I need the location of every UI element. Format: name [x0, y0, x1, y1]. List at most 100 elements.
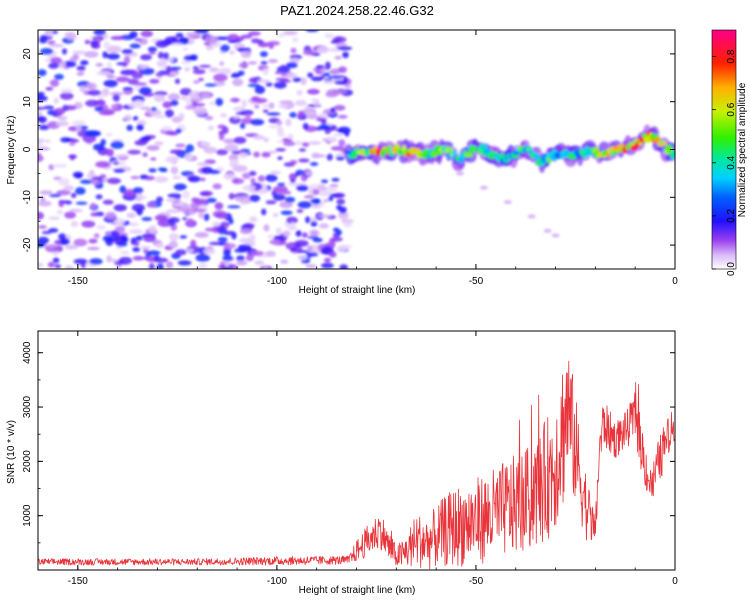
- noise-blob: [118, 232, 129, 236]
- noise-blob: [140, 30, 153, 38]
- noise-blob: [311, 198, 321, 205]
- noise-blob: [142, 234, 157, 243]
- noise-blob: [131, 203, 145, 212]
- noise-blob: [140, 106, 151, 110]
- noise-blob: [229, 97, 241, 103]
- noise-blob: [114, 226, 126, 233]
- noise-blob: [167, 93, 180, 101]
- noise-blob: [273, 193, 286, 201]
- noise-blob: [73, 238, 88, 247]
- noise-blob: [248, 77, 260, 84]
- noise-blob: [102, 51, 108, 59]
- noise-blob: [266, 112, 281, 116]
- noise-blob: [257, 79, 271, 84]
- noise-blob: [76, 65, 86, 71]
- noise-blob: [223, 243, 237, 249]
- noise-blob: [148, 168, 157, 173]
- noise-blob: [324, 33, 334, 39]
- noise-blob: [285, 118, 292, 127]
- noise-blob: [305, 216, 311, 224]
- noise-blob: [175, 143, 186, 148]
- noise-blob: [155, 72, 164, 77]
- noise-blob: [48, 228, 59, 233]
- noise-blob: [90, 212, 99, 217]
- noise-blob: [106, 132, 113, 137]
- noise-blob: [93, 233, 100, 239]
- noise-blob: [38, 211, 45, 220]
- noise-blob: [185, 98, 192, 106]
- noise-blob: [167, 209, 177, 213]
- noise-blob: [261, 208, 267, 216]
- noise-blob: [53, 97, 60, 105]
- noise-blob: [79, 85, 87, 93]
- noise-blob: [185, 32, 201, 37]
- noise-blob: [169, 72, 180, 76]
- noise-blob: [316, 185, 327, 192]
- noise-blob: [169, 149, 185, 154]
- noise-blob: [206, 197, 217, 203]
- noise-blob: [249, 194, 261, 202]
- noise-blob: [126, 212, 136, 218]
- noise-blob: [290, 222, 296, 229]
- noise-blob: [204, 83, 218, 87]
- noise-blob: [91, 176, 104, 180]
- noise-blob: [200, 92, 211, 98]
- noise-blob: [50, 44, 64, 48]
- noise-blob: [245, 254, 254, 262]
- noise-blob: [106, 177, 121, 185]
- noise-blob: [217, 213, 228, 219]
- noise-blob: [126, 124, 133, 131]
- noise-blob: [149, 78, 160, 84]
- noise-blob: [142, 152, 148, 157]
- noise-blob: [79, 179, 94, 184]
- noise-blob: [106, 148, 114, 157]
- noise-blob: [204, 227, 219, 232]
- noise-blob: [336, 245, 348, 253]
- noise-blob: [218, 132, 225, 141]
- noise-blob: [173, 202, 184, 207]
- noise-blob: [227, 205, 241, 209]
- noise-blob: [134, 85, 140, 91]
- noise-blob: [303, 107, 313, 115]
- noise-blob: [276, 120, 283, 126]
- noise-blob: [339, 264, 348, 269]
- noise-blob: [223, 249, 231, 257]
- noise-blob: [307, 88, 320, 95]
- noise-blob: [262, 68, 269, 76]
- noise-blob: [338, 66, 348, 73]
- noise-blob: [170, 99, 179, 106]
- noise-blob: [39, 190, 53, 195]
- tail-blob: [551, 233, 560, 238]
- noise-blob: [228, 192, 235, 200]
- noise-blob: [294, 101, 308, 107]
- noise-blob: [240, 122, 246, 129]
- noise-blob: [294, 140, 304, 146]
- noise-blob: [148, 225, 157, 234]
- chart-title: PAZ1.2024.258.22.46.G32: [280, 3, 434, 18]
- y-tick-label: 1000: [22, 504, 33, 527]
- noise-blob: [238, 244, 252, 251]
- noise-blob: [163, 52, 169, 60]
- noise-blob: [140, 245, 151, 250]
- noise-blob: [141, 217, 153, 221]
- noise-blob: [242, 172, 251, 179]
- noise-blob: [233, 136, 247, 144]
- noise-blob: [156, 60, 167, 68]
- noise-blob: [231, 178, 245, 185]
- noise-blob: [337, 46, 353, 51]
- noise-blob: [63, 185, 75, 192]
- noise-blob: [180, 96, 188, 101]
- noise-blob: [56, 209, 64, 215]
- noise-blob: [250, 177, 256, 184]
- noise-blob: [275, 148, 286, 152]
- noise-blob: [318, 214, 331, 218]
- colorbar-tick-label: 0.6: [726, 102, 737, 116]
- noise-blob: [207, 125, 215, 131]
- noise-blob: [80, 60, 89, 66]
- noise-blob: [190, 201, 201, 210]
- noise-blob: [75, 124, 82, 132]
- noise-blob: [186, 218, 194, 225]
- noise-blob: [301, 232, 308, 238]
- noise-blob: [94, 106, 104, 112]
